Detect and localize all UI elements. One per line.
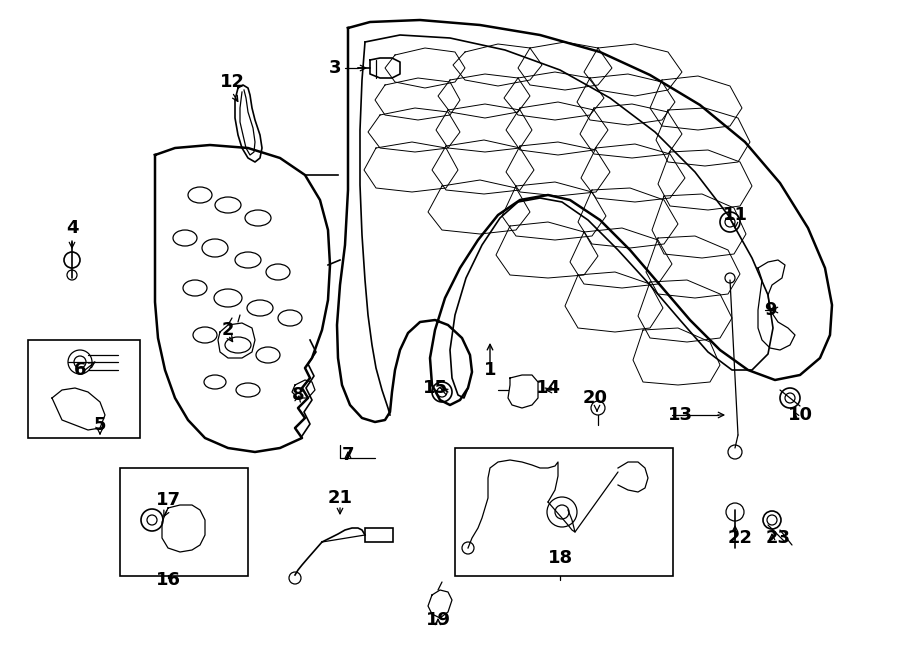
Text: 6: 6 bbox=[74, 361, 86, 379]
Text: 18: 18 bbox=[547, 549, 572, 567]
Bar bbox=[120, 468, 248, 576]
Text: 22: 22 bbox=[727, 529, 752, 547]
Text: 14: 14 bbox=[536, 379, 561, 397]
Text: 10: 10 bbox=[788, 406, 813, 424]
Text: 2: 2 bbox=[221, 321, 234, 339]
Text: 19: 19 bbox=[426, 611, 451, 629]
Text: 5: 5 bbox=[94, 416, 106, 434]
Text: 1: 1 bbox=[484, 361, 496, 379]
Text: 9: 9 bbox=[764, 301, 776, 319]
Text: 7: 7 bbox=[342, 446, 355, 464]
Text: 23: 23 bbox=[766, 529, 790, 547]
Text: 8: 8 bbox=[292, 386, 304, 404]
Bar bbox=[365, 528, 393, 542]
Text: 16: 16 bbox=[156, 571, 181, 589]
Text: 21: 21 bbox=[328, 489, 353, 507]
Text: 11: 11 bbox=[723, 206, 748, 224]
Text: 20: 20 bbox=[582, 389, 608, 407]
Text: 13: 13 bbox=[668, 406, 692, 424]
Text: 17: 17 bbox=[156, 491, 181, 509]
Text: 12: 12 bbox=[220, 73, 245, 91]
Bar bbox=[455, 448, 673, 576]
Text: 15: 15 bbox=[422, 379, 447, 397]
Text: 4: 4 bbox=[66, 219, 78, 237]
Bar bbox=[28, 340, 140, 438]
Text: 3: 3 bbox=[328, 59, 341, 77]
